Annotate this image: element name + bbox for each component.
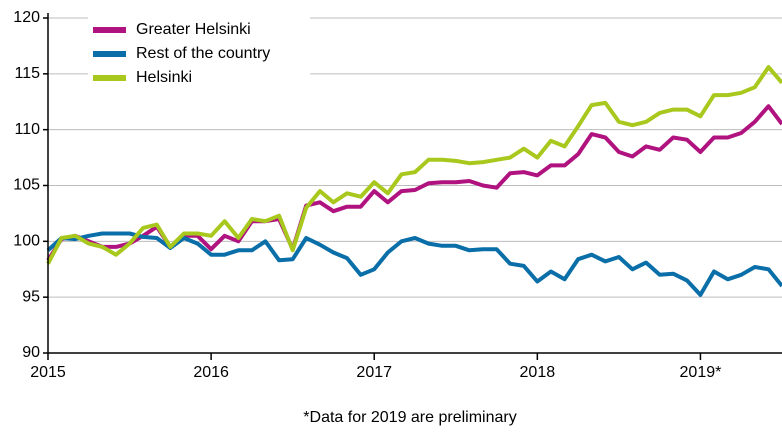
x-tick-label: 2015 (30, 364, 66, 381)
y-tick-label: 105 (13, 177, 40, 194)
y-tick-label: 95 (22, 288, 40, 305)
legend-label: Greater Helsinki (136, 21, 251, 38)
footnote: *Data for 2019 are preliminary (303, 409, 516, 426)
y-tick-label: 90 (22, 344, 40, 361)
y-tick-label: 115 (14, 65, 40, 82)
x-tick-label: 2017 (356, 364, 392, 381)
legend-label: Helsinki (136, 69, 192, 86)
legend-label: Rest of the country (136, 45, 270, 62)
series-line (46, 65, 782, 265)
y-tick-label: 100 (13, 233, 40, 250)
y-tick-label: 120 (13, 9, 40, 26)
series-line (46, 231, 782, 297)
x-tick-label: 2019* (680, 364, 722, 381)
x-tick-label: 2018 (520, 364, 556, 381)
x-tick-label: 2016 (193, 364, 229, 381)
y-tick-label: 110 (14, 121, 40, 138)
